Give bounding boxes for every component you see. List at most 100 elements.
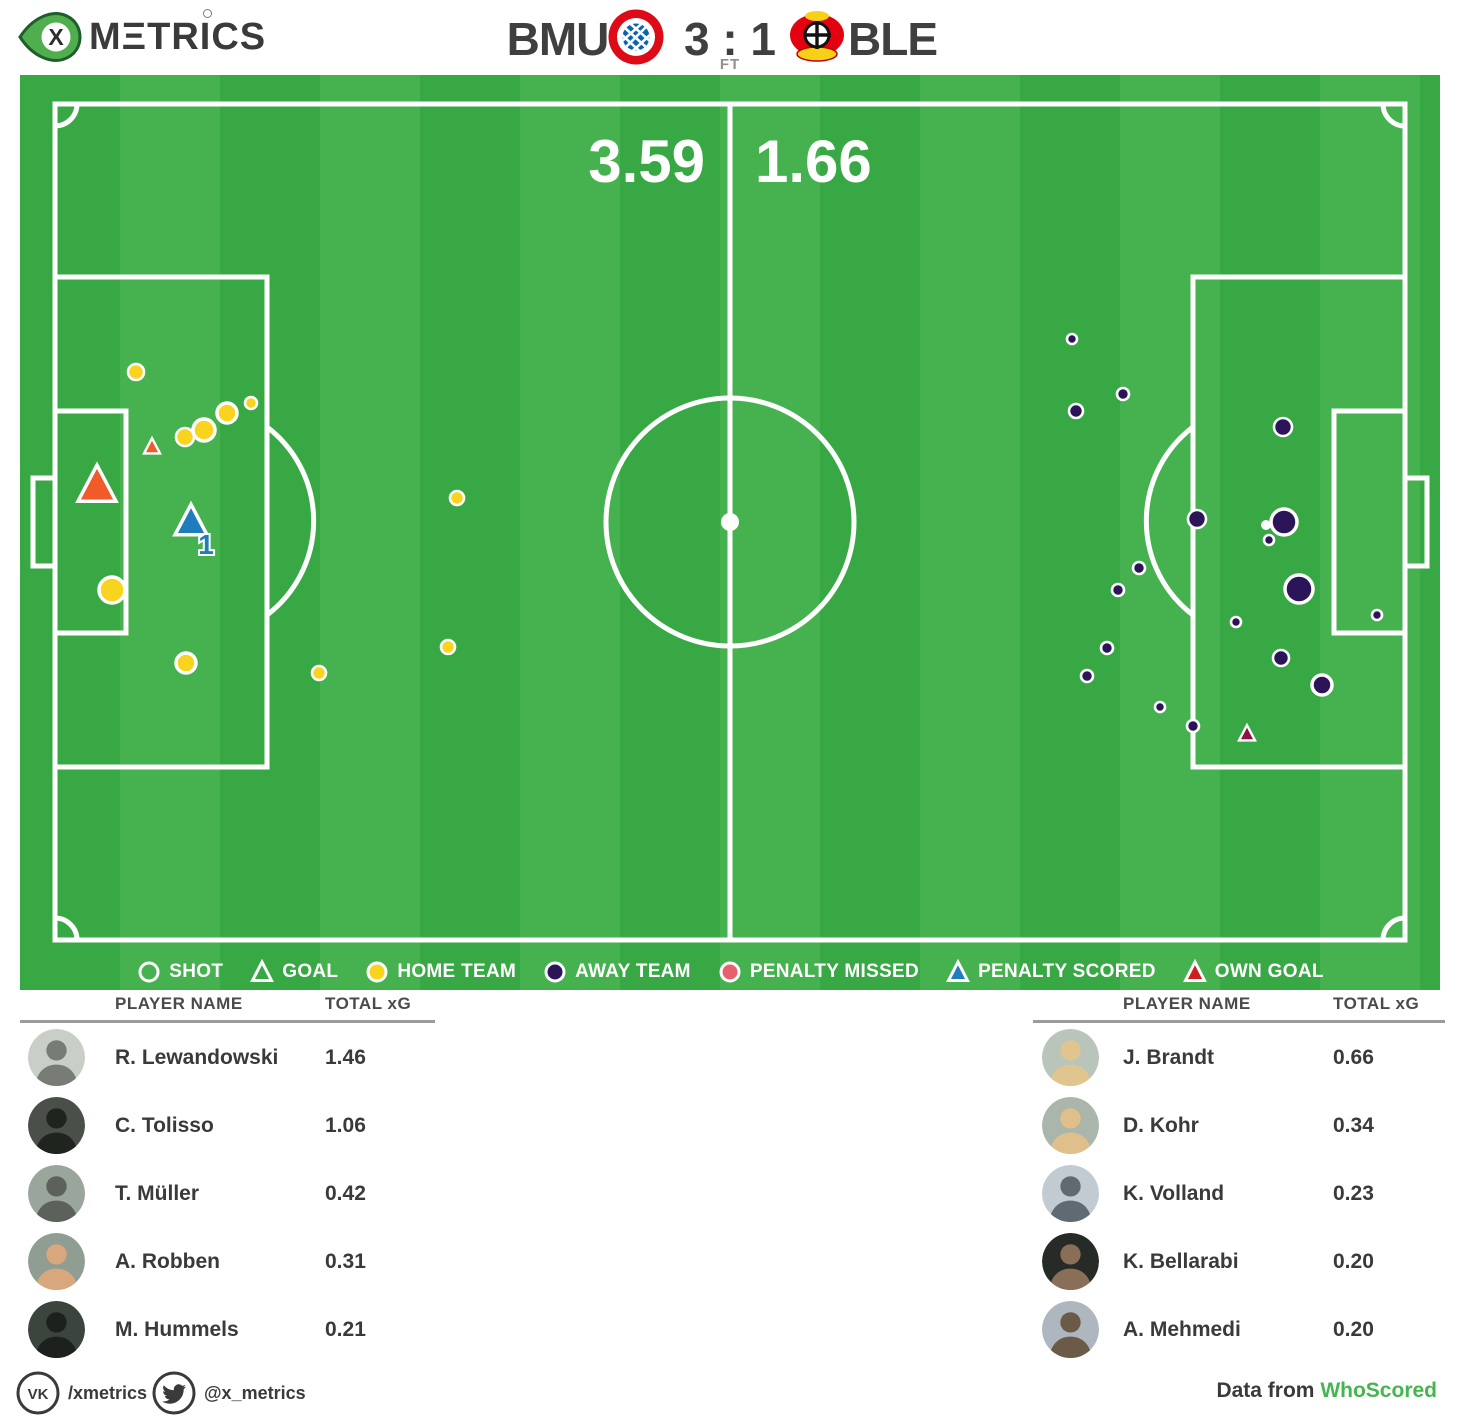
left-penalty-box [52, 274, 270, 770]
shot-marker [126, 362, 146, 382]
match-header: BMU 3 : 1 FT [0, 0, 1460, 75]
left-penalty-arc [265, 425, 317, 617]
own-goal-legend-icon [1182, 959, 1207, 982]
total-xg-header: TOTAL xG [1333, 994, 1420, 1013]
corner-arcs [54, 103, 1406, 941]
legend-item: SHOT [136, 959, 223, 984]
data-credit: Data from WhoScored [1216, 1379, 1437, 1403]
player-name: T. Müller [115, 1182, 200, 1205]
legend-label: OWN GOAL [1214, 960, 1324, 982]
player-row: M. Hummels 0.21 [20, 1295, 440, 1363]
pitch-shot-map: 1 3.59 1.66 SHOT GOAL HOME TEAM AWAY TEAM PE… [20, 75, 1440, 990]
shot-marker [1110, 582, 1126, 598]
away-total-xg: 1.66 [755, 128, 872, 195]
shot-marker [97, 575, 127, 605]
goal-marker [1237, 722, 1257, 742]
player-xg: 0.21 [325, 1318, 366, 1341]
player-row: J. Brandt 0.66 [1033, 1023, 1453, 1091]
table-header: PLAYER NAME TOTAL xG [1033, 990, 1453, 1020]
legend-item: GOAL [249, 959, 338, 984]
legend-item: HOME TEAM [364, 959, 516, 984]
player-name: K. Bellarabi [1123, 1250, 1239, 1273]
away-players-table: PLAYER NAME TOTAL xG J. Brandt 0.66 D. K… [1033, 990, 1453, 1363]
player-name: J. Brandt [1123, 1046, 1215, 1069]
shot-marker [1370, 608, 1384, 622]
shot-marker [191, 417, 217, 443]
player-xg: 1.06 [325, 1114, 366, 1137]
xmetrics-logo: X MΞTRICS [18, 8, 266, 65]
shot-marker [1269, 507, 1299, 537]
avatar [28, 1097, 85, 1154]
shot-marker [1185, 718, 1201, 734]
right-penalty-box [1190, 274, 1408, 770]
avatar [1042, 1233, 1099, 1290]
player-name-header: PLAYER NAME [1123, 994, 1251, 1013]
player-name: C. Tolisso [115, 1114, 214, 1137]
legend-label: PENALTY MISSED [749, 960, 920, 982]
legend-item: OWN GOAL [1182, 959, 1324, 984]
shot-marker [310, 664, 328, 682]
away-team-code: BLE [848, 13, 938, 65]
legend: SHOT GOAL HOME TEAM AWAY TEAM PENALTY MISSED… [20, 959, 1440, 984]
player-name: R. Lewandowski [115, 1046, 279, 1069]
shot-marker [439, 638, 457, 656]
avatar [1042, 1097, 1099, 1154]
player-name: A. Mehmedi [1123, 1318, 1241, 1341]
pitch-markings: 1 [30, 101, 1430, 943]
shot-marker [1283, 573, 1315, 605]
player-row: C. Tolisso 1.06 [20, 1091, 440, 1159]
shot-marker [1272, 416, 1294, 438]
legend-item: PENALTY MISSED [717, 959, 919, 984]
left-goal [30, 475, 58, 569]
penalty-missed-legend-icon [719, 961, 741, 983]
right-goal [1402, 475, 1430, 569]
brand-name: MΞTRICS [89, 8, 266, 59]
shot-marker [1186, 508, 1208, 530]
player-name-header: PLAYER NAME [115, 994, 243, 1013]
shot-markers-layer: 1 [75, 332, 1384, 742]
avatar [1042, 1301, 1099, 1358]
player-row: A. Mehmedi 0.20 [1033, 1295, 1453, 1363]
shot-marker [1079, 668, 1095, 684]
twitter-handle: @x_metrics [204, 1382, 306, 1403]
shot-marker [174, 651, 198, 675]
eye-logo-icon: X [18, 12, 82, 62]
player-row: A. Robben 0.31 [20, 1227, 440, 1295]
player-xg: 0.34 [1333, 1114, 1374, 1137]
centre-circle [603, 395, 857, 649]
avatar [28, 1233, 85, 1290]
svg-text:X: X [48, 24, 64, 50]
shot-marker [1153, 700, 1167, 714]
centre-spot [721, 513, 739, 531]
shot-marker [1229, 615, 1243, 629]
legend-item: AWAY TEAM [542, 959, 691, 984]
player-xg: 0.42 [325, 1182, 366, 1205]
away-team-legend-icon [544, 961, 566, 983]
avatar [28, 1165, 85, 1222]
legend-label: PENALTY SCORED [978, 960, 1156, 982]
player-xg: 0.66 [1333, 1046, 1374, 1069]
legend-label: GOAL [282, 960, 339, 982]
shot-marker [1065, 332, 1079, 346]
away-team-crest-icon [788, 8, 846, 71]
shot-marker [1115, 386, 1131, 402]
goal-marker [142, 435, 162, 455]
top-bar: X MΞTRICS BMU 3 : 1 FT [0, 0, 1460, 75]
player-row: K. Bellarabi 0.20 [1033, 1227, 1453, 1295]
avatar [28, 1301, 85, 1358]
twitter-link[interactable]: @x_metrics [152, 1371, 306, 1415]
player-name: M. Hummels [115, 1318, 239, 1341]
vk-link[interactable]: VK /xmetrics [16, 1371, 147, 1415]
goal-marker [172, 500, 210, 537]
legend-label: SHOT [169, 960, 224, 982]
player-name: A. Robben [115, 1250, 220, 1273]
player-xg: 0.23 [1333, 1182, 1374, 1205]
vk-icon: VK [16, 1371, 60, 1415]
home-players-table: PLAYER NAME TOTAL xG R. Lewandowski 1.46… [20, 990, 440, 1363]
legend-label: HOME TEAM [397, 960, 517, 982]
right-penalty-arc [1143, 425, 1195, 617]
player-xg: 0.20 [1333, 1250, 1374, 1273]
goal-count-label: 1 [198, 529, 214, 560]
credit-source-link[interactable]: WhoScored [1320, 1379, 1437, 1402]
